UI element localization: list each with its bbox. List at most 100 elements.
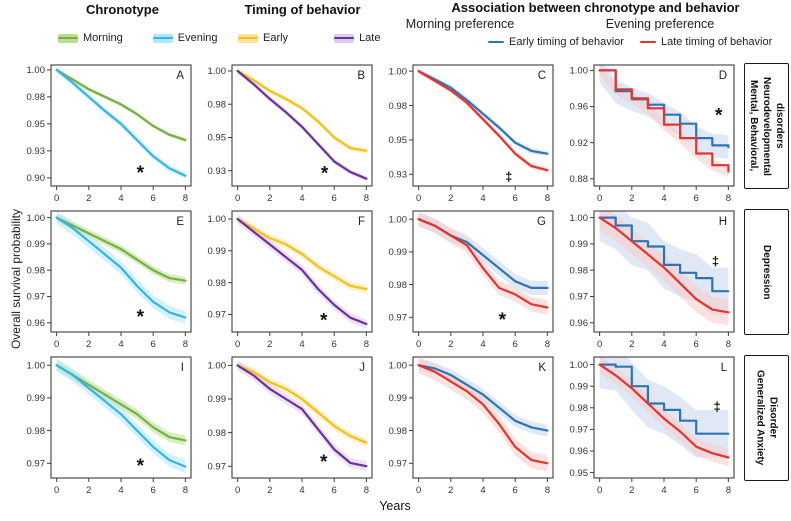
y-tick-label: 0.95 [570,468,589,479]
x-tick-label: 2 [86,339,91,350]
x-tick-label: 8 [545,485,550,496]
series-line [417,218,549,309]
panel-F: 1.00 0.99 0.98 0.97 0 2 4 6 8 F * [199,206,380,352]
y-tick-label: 1.00 [27,360,46,371]
x-tick-label: 8 [726,193,731,204]
x-tick-label: 6 [513,193,518,204]
series-line [55,68,187,177]
y-tick-label: 0.96 [570,446,589,457]
significance-marker: ‡ [712,253,719,268]
column-header-timing-of-behavior: Timing of behavior [244,2,361,17]
x-tick-label: 2 [267,339,272,350]
x-tick-label: 6 [332,193,337,204]
significance-marker: * [137,163,145,184]
x-tick-label: 4 [661,485,666,496]
series-line [598,69,730,173]
series-line [55,364,187,468]
y-tick-label: 1.00 [208,361,227,372]
y-tick-label: 0.98 [208,428,227,439]
significance-marker: ‡ [713,399,720,414]
series-line [236,364,368,444]
y-tick-label: 0.98 [27,426,46,437]
legend-label: Early timing of behavior [509,36,624,48]
panel-J-plot: 1.00 0.99 0.98 0.97 0 2 4 6 8 J * [208,356,373,496]
panel-B-plot: 1.00 0.98 0.95 0.93 0 2 4 6 8 B * [208,64,373,204]
panel-letter: A [176,70,184,82]
x-tick-label: 4 [480,485,485,496]
panel-C-plot: 1.00 0.98 0.95 0.93 0 2 4 6 8 C ‡ [389,64,554,204]
series-line [417,364,549,465]
y-tick-label: 0.92 [570,138,589,149]
y-tick-label: 0.97 [27,292,46,303]
panel-A-plot: 1.00 0.98 0.95 0.93 0.90 0 2 4 6 8 A * [27,64,192,204]
x-tick-label: 4 [480,193,485,204]
x-tick-label: 6 [513,485,518,496]
legend-item-early-timing-of-behavior: Early timing of behavior [488,36,624,48]
panel-letter: J [359,362,365,374]
series-line [598,216,730,293]
x-tick-label: 2 [86,193,91,204]
significance-marker: * [137,456,145,477]
panel-letter: L [721,362,728,374]
panel-L: 1.00 0.99 0.98 0.97 0.96 0.95 0 2 4 6 8 L ‡ [561,352,742,498]
legend-label: Late [359,32,381,44]
panel-letter: C [538,70,546,82]
x-tick-label: 0 [416,339,421,350]
legend-chronotype: Morning Evening [58,32,218,44]
legend-association: Early timing of behavior Late timing of b… [488,36,772,48]
legend-item-late: Late [334,32,380,44]
x-tick-label: 0 [416,485,421,496]
x-tick-label: 6 [332,339,337,350]
x-tick-label: 0 [235,485,240,496]
column-header-chronotype: Chronotype [86,2,159,17]
y-tick-label: 0.99 [27,393,46,404]
x-tick-label: 8 [183,339,188,350]
significance-marker: ‡ [505,169,512,184]
panel-I: 1.00 0.99 0.98 0.97 0 2 4 6 8 I * [18,352,199,498]
y-tick-label: 1.00 [389,66,408,77]
panel-E: 1.00 0.99 0.98 0.97 0.96 0 2 4 6 8 E * [18,206,199,352]
panel-I-plot: 1.00 0.99 0.98 0.97 0 2 4 6 8 I * [27,356,192,496]
row-label-depression: Depression [744,209,789,335]
y-tick-label: 0.95 [389,135,408,146]
y-tick-label: 0.99 [570,239,589,250]
x-tick-label: 0 [416,193,421,204]
confidence-band [237,68,367,154]
series-line [598,363,730,459]
y-tick-label: 1.00 [208,214,227,225]
series-line [55,216,187,319]
x-tick-label: 2 [629,193,634,204]
y-tick-label: 1.00 [27,65,46,76]
y-tick-label: 1.00 [570,360,589,371]
panel-J: 1.00 0.99 0.98 0.97 0 2 4 6 8 J * [199,352,380,498]
legend-label: Morning [83,32,123,44]
x-tick-label: 0 [597,193,602,204]
series-line [236,217,368,291]
y-tick-label: 0.97 [208,461,227,472]
panel-H: 1.00 0.99 0.98 0.97 0.96 0 2 4 6 8 H ‡ [561,206,742,352]
x-tick-label: 4 [299,193,304,204]
panel-D: 1.00 0.96 0.92 0.88 0 2 4 6 8 D * [561,60,742,206]
legend-timing: Early Late [238,32,380,44]
panel-H-plot: 1.00 0.99 0.98 0.97 0.96 0 2 4 6 8 H ‡ [570,210,735,350]
series-line [598,363,730,435]
y-tick-label: 1.00 [389,360,408,371]
y-tick-label: 0.96 [570,318,589,329]
y-tick-label: 0.97 [208,310,227,321]
y-tick-label: 1.00 [389,214,408,225]
x-tick-label: 2 [267,193,272,204]
y-tick-label: 0.99 [208,394,227,405]
panel-K: 1.00 0.99 0.98 0.97 0 2 4 6 8 K [380,352,561,498]
confidence-band [237,68,367,182]
x-tick-label: 6 [513,339,518,350]
panel-letter: B [357,70,365,82]
legend-label: Late timing of behavior [660,36,773,48]
legend-label: Evening [177,32,218,44]
row-label-mental-behavioral-neurodevelopmental: Mental, Behavioral, Neurodevelopmental d… [744,63,789,189]
x-tick-label: 6 [694,485,699,496]
significance-marker: * [499,310,507,331]
x-tick-label: 4 [118,485,123,496]
y-tick-label: 0.90 [27,173,46,184]
panel-F-plot: 1.00 0.99 0.98 0.97 0 2 4 6 8 F * [208,210,373,350]
x-tick-label: 8 [364,193,369,204]
